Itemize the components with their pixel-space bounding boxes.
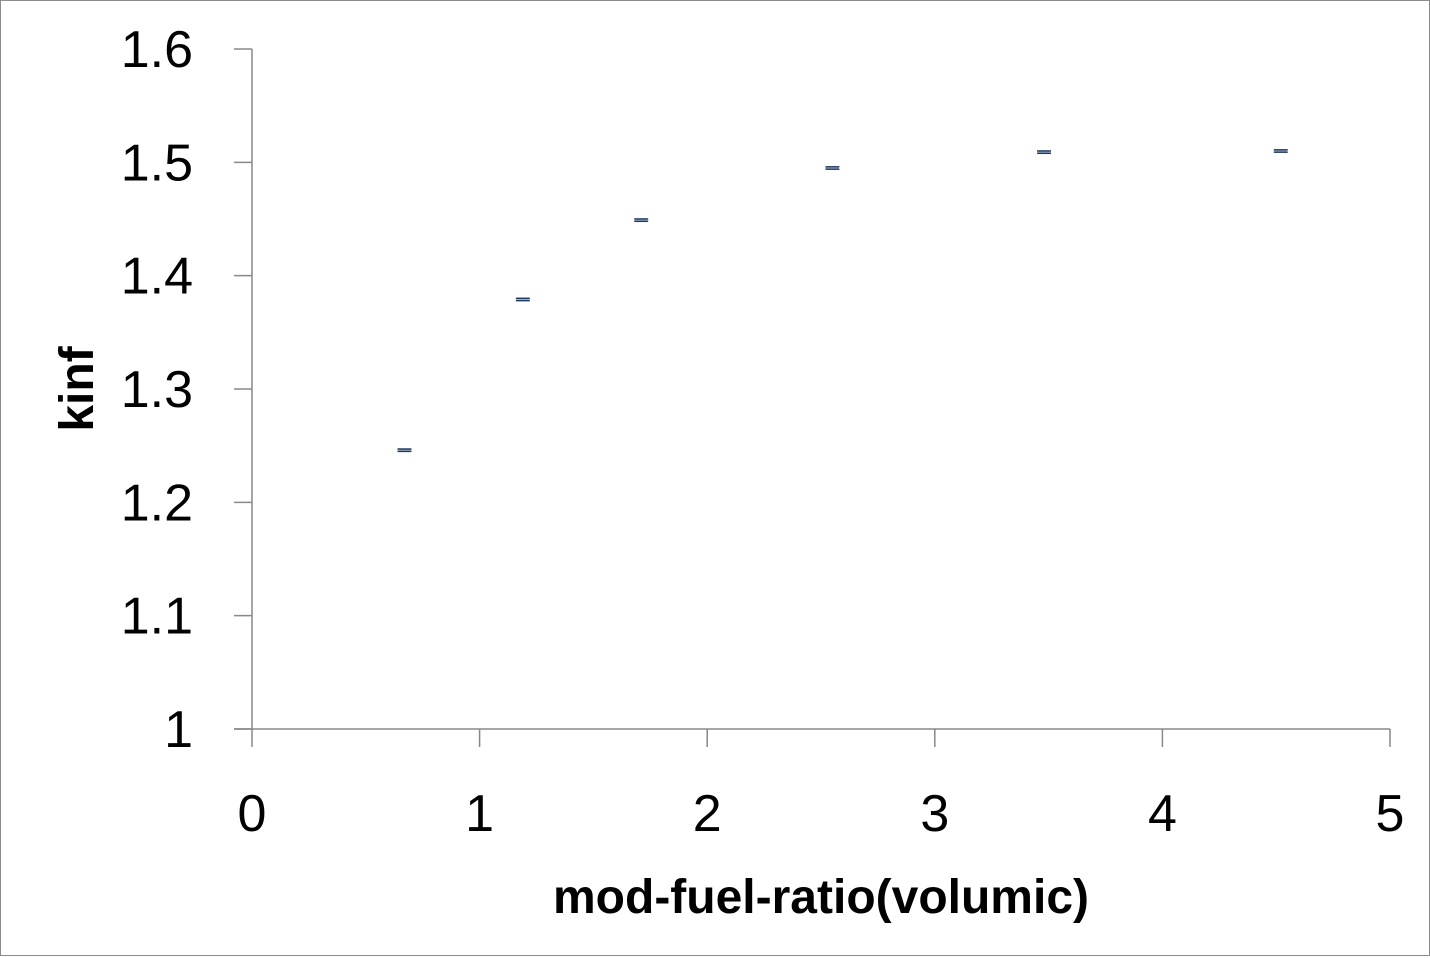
x-axis-ticks: 0 1 2 3 4 5 — [238, 729, 1405, 843]
data-point — [1037, 150, 1052, 155]
data-point-marker — [826, 166, 839, 170]
data-point-marker — [1038, 150, 1051, 155]
x-tick-label: 2 — [693, 785, 722, 843]
y-tick-label: 1.5 — [121, 134, 193, 192]
y-tick-label: 1.2 — [121, 474, 193, 532]
y-tick-label: 1.6 — [121, 21, 193, 79]
x-axis-title: mod-fuel-ratio(volumic) — [553, 871, 1089, 924]
x-tick-label: 0 — [238, 785, 267, 843]
data-point-marker — [516, 297, 529, 302]
y-tick-label: 1.3 — [121, 361, 193, 419]
y-tick-label: 1.4 — [121, 248, 193, 306]
data-point — [397, 448, 412, 453]
data-point-marker — [635, 218, 648, 223]
data-points — [397, 149, 1288, 453]
y-axis-ticks: 1 1.1 1.2 1.3 1.4 1.5 1.6 — [121, 21, 252, 759]
x-tick-label: 4 — [1148, 785, 1177, 843]
x-tick-label: 3 — [920, 785, 949, 843]
data-point-marker — [1274, 149, 1287, 153]
y-tick-label: 1.1 — [121, 588, 193, 646]
axes — [234, 49, 1390, 730]
data-point — [825, 166, 840, 170]
data-point — [1273, 149, 1288, 153]
x-tick-label: 1 — [465, 785, 494, 843]
data-point — [634, 218, 649, 223]
y-axis-title: kinf — [51, 345, 104, 431]
y-tick-label: 1 — [164, 701, 193, 759]
data-point-marker — [398, 448, 411, 453]
x-tick-label: 5 — [1376, 785, 1405, 843]
data-point — [515, 297, 530, 302]
